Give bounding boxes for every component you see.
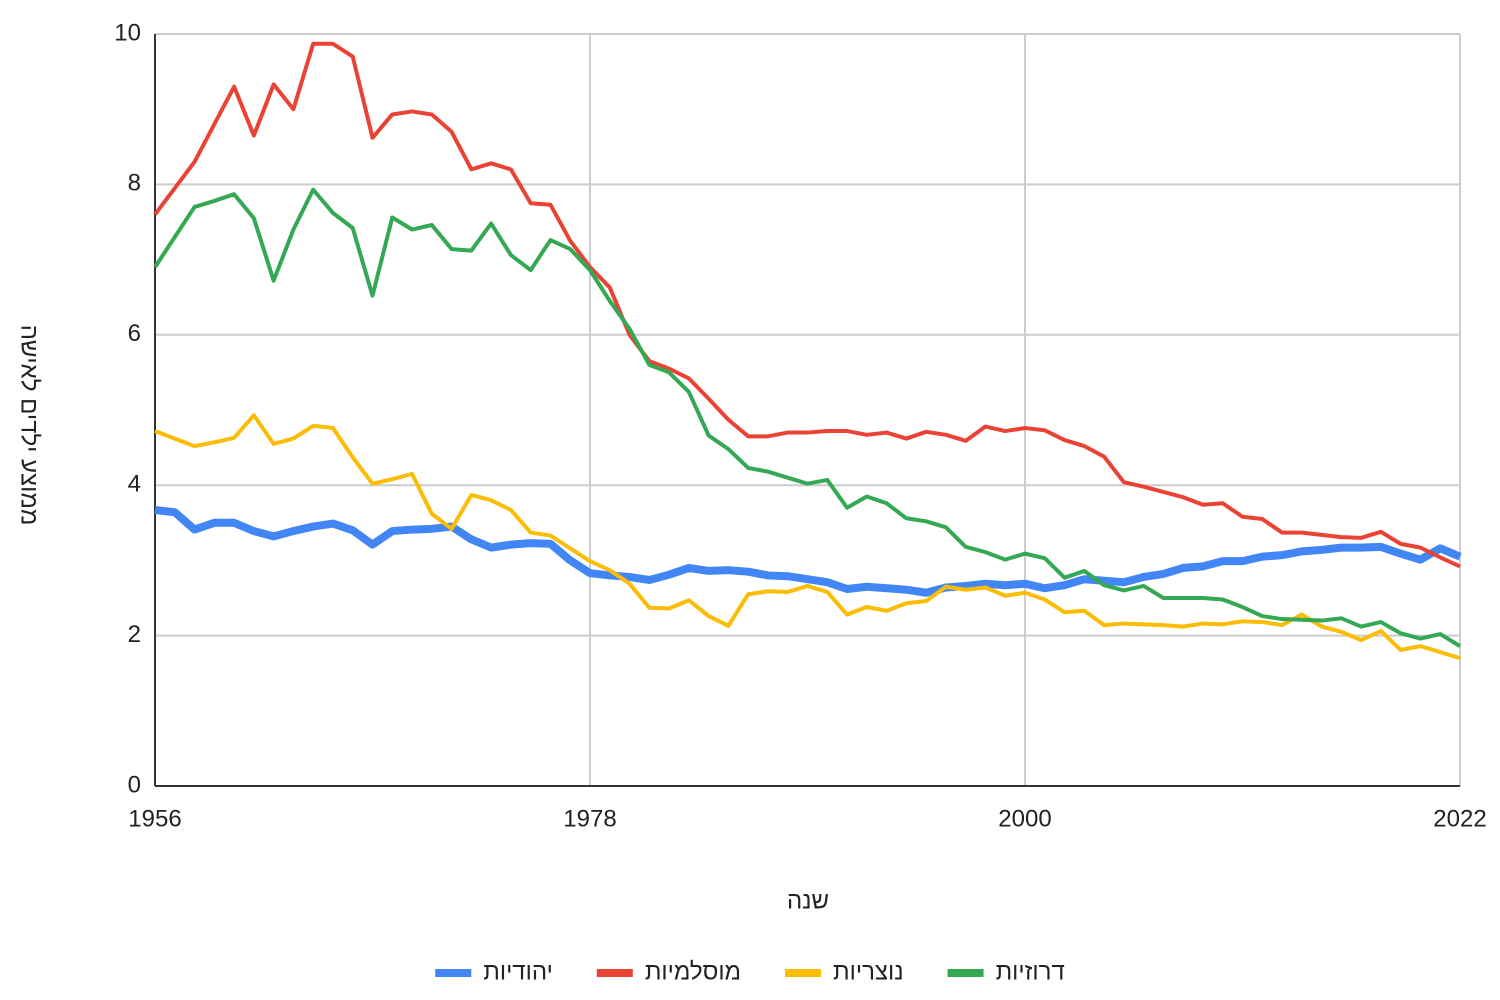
y-tick-label: 0 xyxy=(128,771,141,798)
legend-label: מוסלמיות xyxy=(645,958,741,985)
legend: יהודיות מוסלמיות נוצריות דרוזיות xyxy=(435,958,1065,985)
x-tick-label: 2022 xyxy=(1433,805,1486,832)
series-line xyxy=(154,506,1462,597)
y-tick-label: 8 xyxy=(128,170,141,197)
legend-label: דרוזיות xyxy=(996,958,1065,985)
y-axis-title: ממוצע ילדים לאישה xyxy=(16,325,43,526)
y-tick-label: 10 xyxy=(114,19,141,46)
series-line xyxy=(153,41,1461,569)
x-axis-title: שנה xyxy=(787,887,829,914)
x-tick-label: 1956 xyxy=(128,805,181,832)
y-tick-label: 2 xyxy=(128,621,141,648)
series-line xyxy=(153,187,1462,648)
series-line xyxy=(154,413,1461,661)
y-tick-label: 4 xyxy=(128,471,141,498)
y-tick-label: 6 xyxy=(128,320,141,347)
legend-label: יהודיות xyxy=(483,958,553,985)
x-tick-label: 2000 xyxy=(998,805,1051,832)
legend-label: נוצריות xyxy=(833,958,904,985)
x-tick-label: 1978 xyxy=(563,805,616,832)
